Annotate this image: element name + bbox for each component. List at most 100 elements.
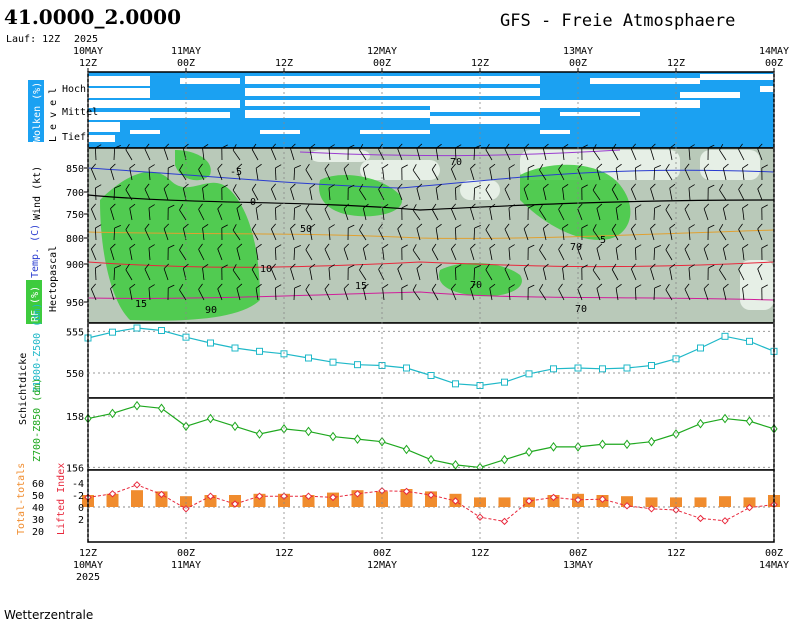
barb-flag: [455, 224, 462, 229]
tt-bar-9: [302, 495, 315, 507]
barb-flag: [451, 243, 456, 250]
wind-barb-46: [182, 263, 189, 281]
barb-staff: [562, 188, 565, 201]
point-7: [256, 347, 263, 355]
clear-band-14: [260, 130, 300, 134]
wind-barb-122: [359, 183, 367, 201]
barb-flag: [129, 283, 136, 289]
isotherm-label-4: 15: [355, 281, 367, 292]
barb-staff: [362, 168, 367, 181]
barb-flag: [592, 184, 597, 191]
wind-barb-41: [179, 163, 187, 181]
barb-flag: [397, 223, 403, 230]
barb-staff: [703, 288, 709, 301]
temp-ylabel: Temp. (C): [30, 224, 41, 278]
barb-staff: [293, 207, 296, 221]
barb-staff: [362, 208, 367, 221]
wind-barb-19: [129, 203, 136, 221]
barb-staff: [489, 168, 493, 181]
thickness-700-panel: 158 156 Z700-Z850 (dm): [32, 378, 778, 474]
wind-barb-35: [167, 204, 175, 221]
wind-barb-123: [362, 203, 369, 221]
barb-flag: [183, 183, 189, 189]
barb-flag: [168, 284, 175, 289]
barb-flag: [665, 203, 670, 210]
barb-flag: [397, 183, 403, 190]
barb-staff: [665, 209, 673, 221]
wind-barb-10: [113, 184, 121, 201]
barb-flag: [129, 203, 136, 209]
clear-band-11: [245, 88, 540, 96]
wind-barb-178: [485, 183, 493, 201]
barb-staff: [110, 168, 115, 181]
clear-band-10: [245, 76, 540, 84]
barb-staff: [148, 168, 151, 181]
barb-staff: [738, 149, 745, 161]
barb-staff: [722, 248, 727, 261]
barb-staff: [179, 169, 187, 181]
barb-staff: [719, 149, 727, 161]
barb-staff: [198, 169, 205, 181]
barb-flag: [275, 204, 282, 209]
wind-barb-269: [684, 243, 691, 261]
isotherm-label-3: 10: [260, 264, 272, 275]
tt-bar-27: [743, 497, 756, 507]
wind-barb-156: [435, 223, 442, 241]
stability-frame: [87, 469, 775, 543]
barb-staff: [378, 189, 385, 201]
barb-staff: [615, 248, 619, 261]
barb-flag: [470, 283, 476, 289]
point-5: [207, 339, 214, 347]
wind-barb-259: [665, 203, 673, 221]
isotherm-4: [87, 291, 775, 301]
wind-barb-49: [198, 163, 205, 181]
barb-staff: [577, 288, 583, 301]
barb-flag: [581, 224, 588, 229]
wind-barb-34: [163, 183, 170, 201]
barb-flag: [324, 203, 330, 210]
barb-staff: [669, 228, 673, 241]
barb-staff: [270, 148, 277, 161]
barb-staff: [665, 169, 673, 181]
barb-flag: [255, 163, 262, 169]
barb-staff: [202, 148, 205, 161]
barb-flag: [558, 243, 563, 250]
barb-staff: [113, 187, 116, 201]
barb-flag: [508, 244, 515, 249]
barb-staff: [182, 188, 187, 201]
li-point-7: [255, 492, 264, 500]
source-credit: Wetterzentrale: [4, 608, 94, 622]
barb-flag: [592, 224, 597, 231]
clear-band-9: [130, 130, 160, 134]
li-tick-1: -2: [72, 491, 84, 502]
wind-barb-267: [684, 203, 691, 221]
point-17: [501, 378, 508, 386]
barb-staff: [125, 189, 133, 201]
barb-staff: [290, 148, 295, 161]
barb-flag: [412, 244, 417, 251]
li-ylabel: Lifted Index: [56, 463, 67, 535]
barb-flag: [163, 183, 170, 189]
wind-barb-131: [382, 204, 389, 221]
wind-barb-289: [742, 164, 749, 181]
ytick-label-1: 550: [66, 369, 84, 380]
barb-staff: [217, 288, 223, 301]
tt-ylabel: Total-totals: [16, 463, 27, 535]
barb-flag: [485, 143, 490, 150]
wind-barb-99: [305, 203, 313, 221]
barb-flag: [577, 163, 583, 170]
barb-flag: [251, 263, 257, 270]
schichtdicke-label: Schichtdicke: [18, 353, 29, 425]
point-11: [353, 434, 362, 444]
wind-barb-130: [378, 183, 385, 201]
wind-barb-241: [634, 164, 642, 181]
level-low: Tief: [62, 132, 86, 143]
wind-barb-159: [431, 283, 439, 301]
stability-panel: Total-totals Lifted Index 6050403020-4-2…: [16, 463, 780, 543]
barb-flag: [343, 243, 350, 249]
barb-flag: [401, 244, 408, 249]
barb-flag: [611, 223, 617, 230]
wind-barb-245: [634, 244, 642, 261]
barb-staff: [592, 269, 601, 281]
barb-staff: [470, 168, 475, 181]
